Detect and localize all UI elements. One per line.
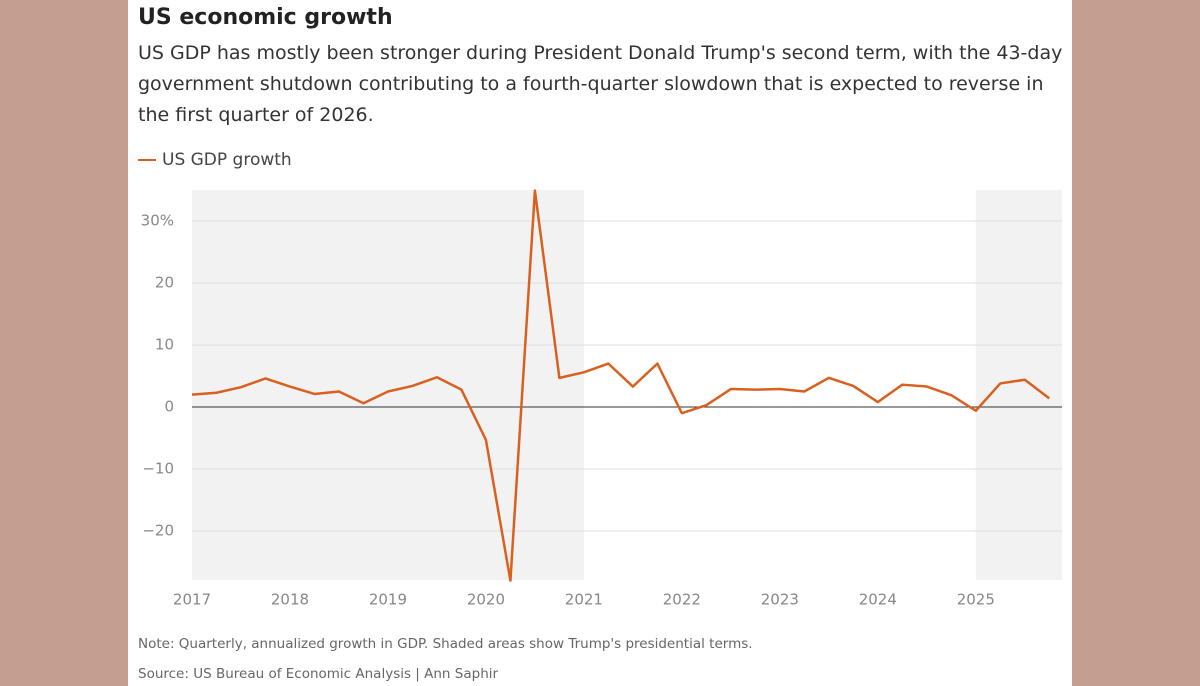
shaded-term [192, 190, 584, 580]
x-tick-label: 2019 [369, 591, 407, 609]
shaded-term [975, 190, 1062, 580]
x-tick-label: 2020 [467, 591, 505, 609]
data-line [191, 189, 1051, 582]
x-tick-label: 2018 [271, 591, 309, 609]
y-tick-label: 10 [155, 336, 174, 354]
panel: US economic growth US GDP has mostly bee… [128, 0, 1072, 686]
legend-label: US GDP growth [162, 150, 292, 170]
y-tick-label: −10 [142, 460, 174, 478]
chart-subtitle: US GDP has mostly been stronger during P… [138, 42, 1063, 126]
chart: −20 −10 0 10 20 30% 2017 2018 2019 2020 2021 2022 20… [141, 189, 1062, 609]
source: Source: US Bureau of Economic Analysis |… [138, 666, 499, 682]
y-tick-label: 0 [164, 398, 174, 416]
x-tick-label: 2021 [565, 591, 603, 609]
x-tick-label: 2022 [663, 591, 701, 609]
note: Note: Quarterly, annualized growth in GD… [138, 636, 753, 652]
y-tick-label: 30% [141, 212, 174, 230]
x-tick-label: 2023 [761, 591, 799, 609]
y-tick-label: −20 [142, 522, 174, 540]
legend-swatch [138, 159, 156, 161]
x-tick-label: 2024 [859, 591, 897, 609]
x-tick-label: 2017 [173, 591, 211, 609]
y-tick-label: 20 [155, 274, 174, 292]
x-tick-label: 2025 [957, 591, 995, 609]
chart-title: US economic growth [138, 5, 393, 30]
legend: US GDP growth [138, 150, 292, 170]
